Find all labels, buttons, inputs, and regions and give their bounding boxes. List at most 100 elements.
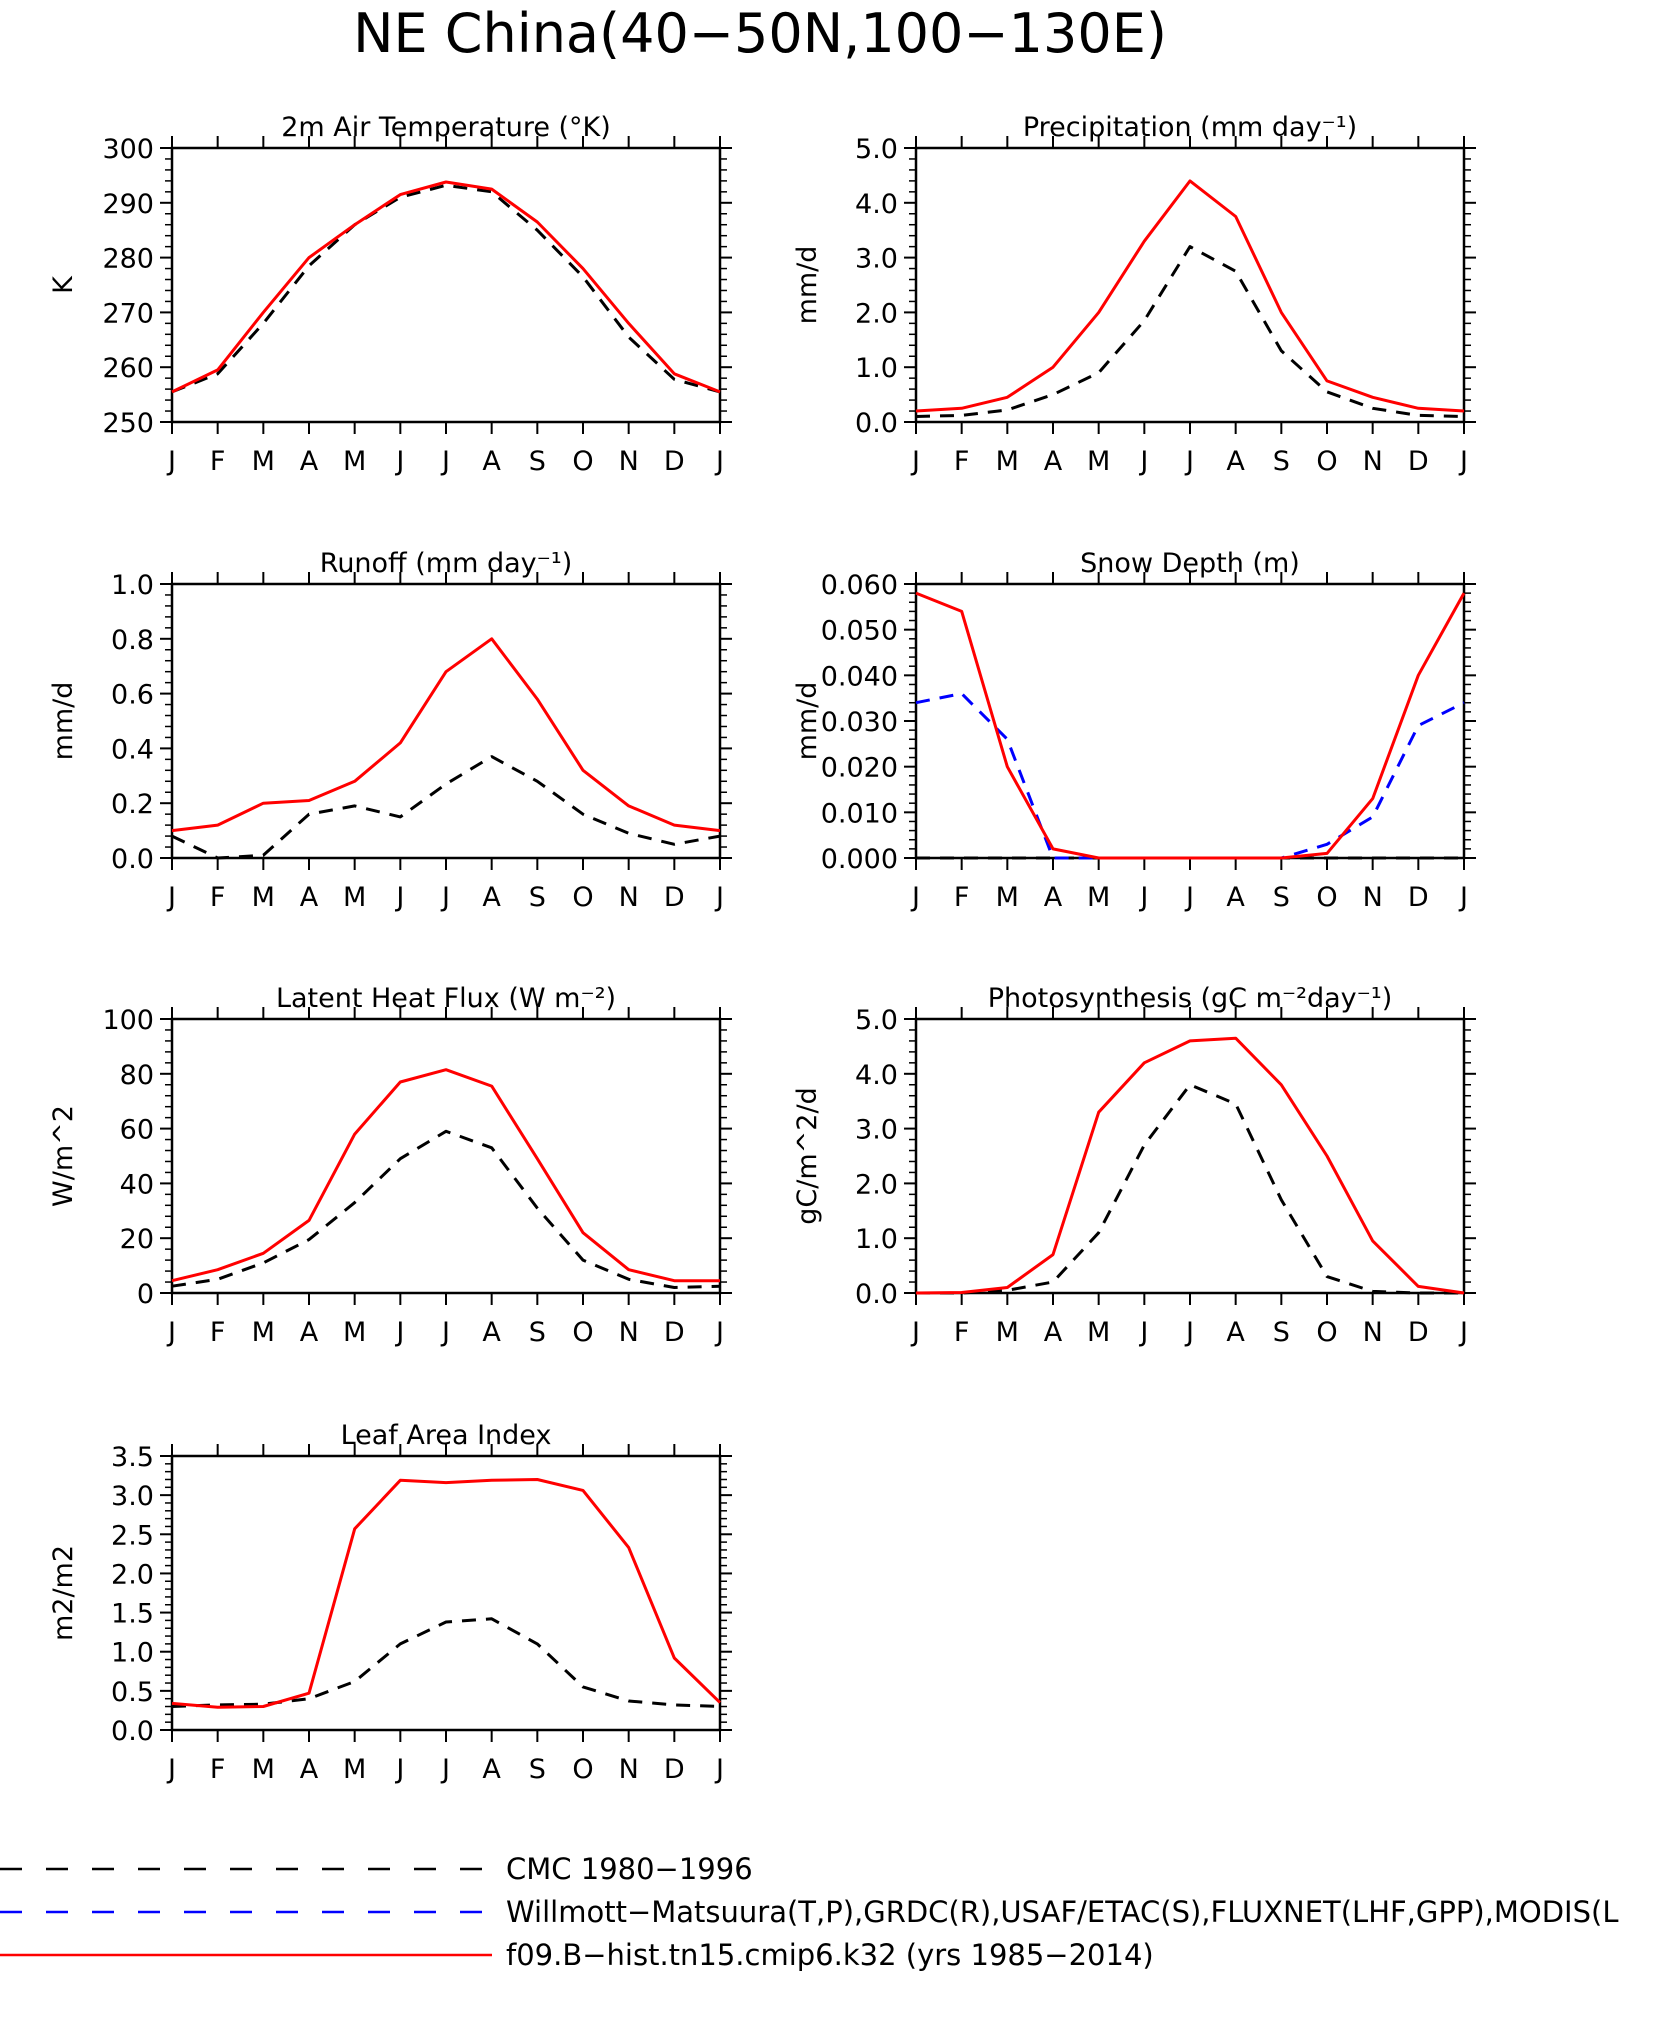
x-tick-label: A bbox=[1044, 882, 1063, 913]
y-tick-label: 2.0 bbox=[855, 298, 898, 329]
x-tick-label: D bbox=[664, 1317, 685, 1348]
plot-frame bbox=[170, 1454, 722, 1732]
legend-label-3: f09.B−hist.tn15.cmip6.k32 (yrs 1985−2014… bbox=[506, 1938, 1154, 1972]
x-tick-label: S bbox=[529, 446, 546, 477]
y-tick-label: 80 bbox=[120, 1060, 154, 1091]
legend-label-2: Willmott−Matsuura(T,P),GRDC(R),USAF/ETAC… bbox=[506, 1895, 1619, 1929]
x-tick-label: A bbox=[1044, 446, 1063, 477]
x-tick-label: J bbox=[166, 1317, 176, 1348]
x-tick-label: J bbox=[1138, 1317, 1148, 1348]
y-tick-label: 1.0 bbox=[855, 353, 898, 384]
x-tick-label: J bbox=[394, 1317, 404, 1348]
x-tick-label: J bbox=[1138, 882, 1148, 913]
x-tick-label: D bbox=[1408, 1317, 1429, 1348]
x-tick-label: S bbox=[1273, 446, 1290, 477]
x-tick-label: A bbox=[300, 446, 319, 477]
x-tick-label: J bbox=[440, 1754, 450, 1785]
y-tick-label: 0.2 bbox=[111, 789, 154, 820]
y-tick-label: 4.0 bbox=[855, 189, 898, 220]
y-tick-label: 0.000 bbox=[821, 844, 898, 875]
chart-panel-4: Snow Depth (m)mm/d0.0000.0100.0200.0300.… bbox=[792, 548, 1476, 913]
y-tick-label: 5.0 bbox=[855, 134, 898, 165]
chart-panel-1: 2m Air Temperature (°K)K2502602702802903… bbox=[48, 112, 732, 477]
legend: CMC 1980−1996 Willmott−Matsuura(T,P),GRDC… bbox=[0, 1852, 1619, 1972]
x-tick-label: S bbox=[529, 882, 546, 913]
y-tick-label: 270 bbox=[102, 298, 154, 329]
x-tick-label: J bbox=[714, 1317, 724, 1348]
chart-panel-7: Leaf Area Indexm2/m20.00.51.01.52.02.53.… bbox=[48, 1420, 732, 1785]
y-tick-label: 0.060 bbox=[821, 570, 898, 601]
y-tick-label: 2.5 bbox=[111, 1520, 154, 1551]
y-axis-label: mm/d bbox=[792, 682, 823, 761]
x-tick-label: J bbox=[1458, 882, 1468, 913]
x-tick-label: M bbox=[343, 1754, 366, 1785]
y-tick-label: 250 bbox=[102, 408, 154, 439]
x-tick-label: N bbox=[1363, 882, 1383, 913]
y-tick-label: 2.0 bbox=[855, 1169, 898, 1200]
series-line-cmc bbox=[916, 1083, 1464, 1295]
figure-title: NE China(40−50N,100−130E) bbox=[353, 2, 1167, 65]
x-tick-label: A bbox=[482, 882, 501, 913]
y-tick-label: 3.5 bbox=[111, 1442, 154, 1473]
x-tick-label: J bbox=[166, 1754, 176, 1785]
x-tick-label: S bbox=[1273, 882, 1290, 913]
x-tick-label: D bbox=[664, 446, 685, 477]
y-tick-label: 40 bbox=[120, 1169, 154, 1200]
x-tick-label: M bbox=[1087, 1317, 1110, 1348]
x-tick-label: F bbox=[954, 446, 970, 477]
x-tick-label: J bbox=[394, 882, 404, 913]
series-line-model bbox=[171, 180, 721, 394]
x-tick-label: M bbox=[996, 1317, 1019, 1348]
x-tick-label: J bbox=[910, 1317, 920, 1348]
y-axis-label: W/m^2 bbox=[48, 1105, 79, 1207]
chart-panel-6: Photosynthesis (gC m⁻²day⁻¹)gC/m^2/d0.01… bbox=[792, 983, 1476, 1348]
x-tick-label: M bbox=[1087, 882, 1110, 913]
x-tick-label: J bbox=[714, 882, 724, 913]
x-tick-label: J bbox=[910, 882, 920, 913]
y-tick-label: 1.0 bbox=[855, 1224, 898, 1255]
y-tick-label: 5.0 bbox=[855, 1005, 898, 1036]
y-tick-label: 300 bbox=[102, 134, 154, 165]
x-tick-label: F bbox=[210, 1317, 226, 1348]
x-tick-label: O bbox=[1316, 446, 1337, 477]
x-tick-label: N bbox=[619, 882, 639, 913]
series-line-model bbox=[915, 591, 1466, 860]
y-tick-label: 1.5 bbox=[111, 1599, 154, 1630]
x-tick-label: N bbox=[1363, 1317, 1383, 1348]
x-tick-label: N bbox=[619, 1754, 639, 1785]
plot-frame bbox=[914, 146, 1466, 424]
y-axis-label: mm/d bbox=[792, 246, 823, 325]
series-line-model bbox=[171, 1478, 722, 1709]
y-axis-label: gC/m^2/d bbox=[792, 1087, 823, 1224]
y-tick-label: 0.020 bbox=[821, 753, 898, 784]
x-tick-label: M bbox=[252, 882, 275, 913]
x-tick-label: F bbox=[954, 1317, 970, 1348]
y-axis-label: mm/d bbox=[48, 682, 79, 761]
x-tick-label: F bbox=[210, 446, 226, 477]
y-tick-label: 0.4 bbox=[111, 734, 154, 765]
y-tick-label: 60 bbox=[120, 1115, 154, 1146]
x-tick-label: F bbox=[210, 1754, 226, 1785]
y-tick-label: 20 bbox=[120, 1224, 154, 1255]
y-tick-label: 100 bbox=[102, 1005, 154, 1036]
y-tick-label: 0.0 bbox=[855, 1279, 898, 1310]
y-tick-label: 0.0 bbox=[855, 408, 898, 439]
x-tick-label: M bbox=[343, 446, 366, 477]
x-tick-label: D bbox=[664, 1754, 685, 1785]
y-tick-label: 0.0 bbox=[111, 1716, 154, 1747]
chart-panel-3: Runoff (mm day⁻¹)mm/d0.00.20.40.60.81.0J… bbox=[48, 548, 732, 913]
series-line-model bbox=[171, 637, 721, 833]
y-axis-label: m2/m2 bbox=[48, 1545, 79, 1641]
chart-panel-2: Precipitation (mm day⁻¹)mm/d0.01.02.03.0… bbox=[792, 112, 1476, 477]
x-tick-label: J bbox=[394, 446, 404, 477]
x-tick-label: O bbox=[1316, 882, 1337, 913]
x-tick-label: J bbox=[166, 882, 176, 913]
x-tick-label: A bbox=[300, 1754, 319, 1785]
x-tick-label: N bbox=[619, 446, 639, 477]
y-tick-label: 2.0 bbox=[111, 1559, 154, 1590]
x-tick-label: F bbox=[210, 882, 226, 913]
plot-frame bbox=[170, 146, 722, 424]
y-tick-label: 0.010 bbox=[821, 798, 898, 829]
x-tick-label: J bbox=[1184, 1317, 1194, 1348]
